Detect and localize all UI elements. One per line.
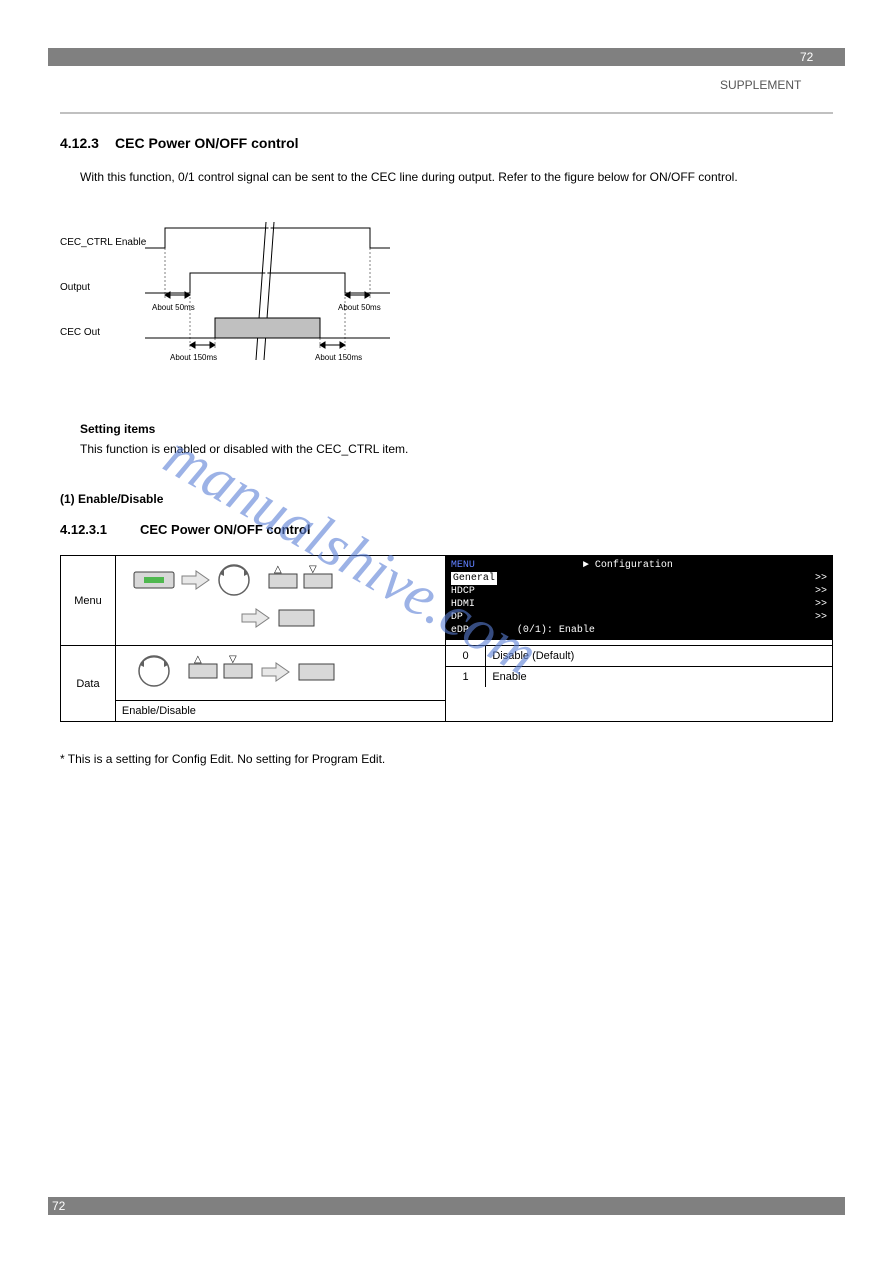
nav-icons-svg: △ ▽ bbox=[124, 564, 424, 634]
setting-items-text: This function is enabled or disabled wit… bbox=[80, 440, 408, 458]
svg-text:▽: ▽ bbox=[309, 564, 317, 575]
lcd-item: HDMI bbox=[451, 599, 475, 610]
svg-text:▽: ▽ bbox=[229, 654, 237, 665]
menu-nav-icons: △ ▽ bbox=[115, 556, 445, 646]
value-desc: Enable bbox=[486, 667, 832, 688]
data-nav-icons: △ ▽ bbox=[115, 646, 445, 701]
footnote: * This is a setting for Config Edit. No … bbox=[60, 750, 385, 768]
page-number-top: 72 bbox=[800, 50, 813, 64]
table-row: Data △ ▽ 0Disable (Default) 1Enable bbox=[61, 646, 833, 701]
signal-label: CEC_CTRL Enable bbox=[60, 237, 147, 248]
svg-text:About 50ms: About 50ms bbox=[152, 303, 195, 312]
lcd-arrow: >> bbox=[815, 572, 827, 585]
lcd-arrow: >> bbox=[815, 598, 827, 611]
header-label: SUPPLEMENT bbox=[720, 78, 801, 92]
value-code: 0 bbox=[446, 646, 486, 667]
setup-table: Menu △ ▽ bbox=[60, 555, 833, 722]
timing-svg: CEC_CTRL Enable Output CEC Out bbox=[60, 220, 440, 395]
signal-label: CEC Out bbox=[60, 327, 100, 338]
lcd-item: eDP bbox=[451, 625, 469, 636]
sub-text: Enable/Disable bbox=[115, 701, 445, 722]
row-label: Data bbox=[61, 646, 116, 722]
table-row: Menu △ ▽ bbox=[61, 556, 833, 646]
data-icons-svg: △ ▽ bbox=[124, 654, 424, 689]
lcd-cell: MENU ► Configuration General>> HDCP>> HD… bbox=[445, 556, 832, 646]
value-desc: Disable (Default) bbox=[486, 646, 832, 667]
subsection-number: 4.12.3.1 bbox=[60, 520, 107, 540]
timing-diagram: CEC_CTRL Enable Output CEC Out bbox=[60, 220, 440, 400]
lcd-arrow: >> bbox=[815, 585, 827, 598]
intro-paragraph: With this function, 0/1 control signal c… bbox=[80, 168, 820, 186]
lcd-item: HDCP bbox=[451, 586, 475, 597]
page-number-bottom: 72 bbox=[52, 1199, 65, 1213]
section-number: 4.12.3 bbox=[60, 135, 99, 151]
lcd-item: DP bbox=[451, 612, 463, 623]
subsection-title: CEC Power ON/OFF control bbox=[140, 520, 310, 540]
svg-text:About 150ms: About 150ms bbox=[315, 353, 362, 362]
enable-disable-heading: (1) Enable/Disable bbox=[60, 490, 163, 508]
svg-text:About 150ms: About 150ms bbox=[170, 353, 217, 362]
row-label: Menu bbox=[61, 556, 116, 646]
setting-items-heading: Setting items bbox=[80, 420, 155, 438]
svg-text:△: △ bbox=[194, 654, 202, 665]
svg-text:△: △ bbox=[274, 564, 282, 575]
lcd-arrow: >> bbox=[815, 611, 827, 624]
svg-text:About 50ms: About 50ms bbox=[338, 303, 381, 312]
signal-label: Output bbox=[60, 282, 90, 293]
section-title: CEC Power ON/OFF control bbox=[115, 135, 299, 151]
bottom-bar bbox=[48, 1197, 845, 1215]
lcd-item: General bbox=[451, 572, 497, 585]
lcd-menu-label: MENU bbox=[451, 560, 475, 571]
value-code: 1 bbox=[446, 667, 486, 688]
header-rule bbox=[60, 112, 833, 114]
lcd-title-right: Configuration bbox=[595, 560, 673, 571]
lcd-display: MENU ► Configuration General>> HDCP>> HD… bbox=[446, 556, 832, 640]
lcd-footer: (0/1): Enable bbox=[517, 625, 595, 636]
value-table-cell: 0Disable (Default) 1Enable bbox=[445, 646, 832, 722]
top-bar bbox=[48, 48, 845, 66]
